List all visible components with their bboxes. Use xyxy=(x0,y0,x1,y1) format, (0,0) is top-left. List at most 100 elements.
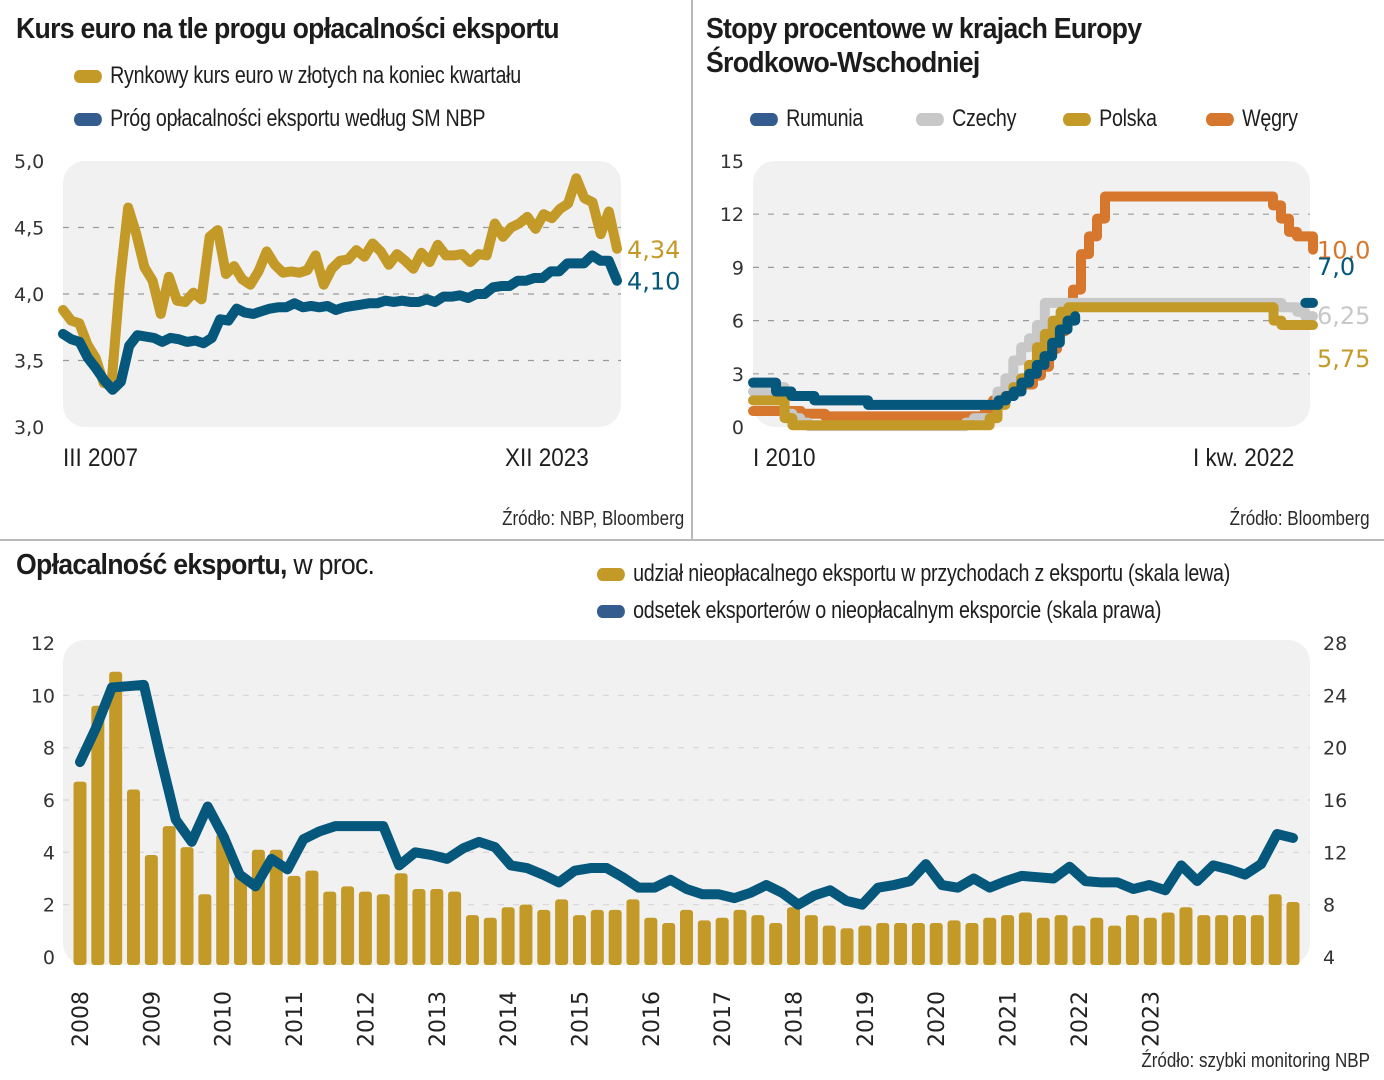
series-step-line-rumunia xyxy=(748,297,1318,410)
legend-swatch-blue xyxy=(74,112,102,126)
panel2-x-start-label: I 2010 xyxy=(753,444,816,472)
panel1-x-start-label: III 2007 xyxy=(63,444,139,472)
panel1-legend-item-euro: Rynkowy kurs euro w złotych na koniec kw… xyxy=(74,62,521,90)
y-tick-label: 9 xyxy=(732,257,744,279)
y-tick-label: 4,5 xyxy=(14,218,44,240)
x-tick-label: 2014 xyxy=(497,991,522,1047)
series-end-label: 7,0 xyxy=(1317,253,1355,281)
series-end-label: 4,34 xyxy=(627,236,680,264)
series-end-label: 5,75 xyxy=(1317,345,1370,373)
y-left-tick-label: 12 xyxy=(31,633,55,655)
y-left-tick-label: 0 xyxy=(43,947,55,969)
bar xyxy=(216,834,230,965)
bar xyxy=(501,907,515,965)
x-tick-label: 2018 xyxy=(783,991,808,1047)
series-line-exporters xyxy=(75,679,1298,910)
bar xyxy=(822,925,836,965)
y-tick-label: 6 xyxy=(732,311,744,333)
legend-label: Czechy xyxy=(952,105,1017,132)
y-right-tick-label: 16 xyxy=(1323,790,1347,812)
legend-swatch-blue xyxy=(597,604,625,618)
x-tick-label: 2021 xyxy=(997,991,1022,1047)
x-tick-label: 2023 xyxy=(1139,991,1164,1047)
y-tick-label: 5,0 xyxy=(14,151,44,173)
y-right-tick-label: 20 xyxy=(1323,738,1347,760)
bar xyxy=(198,894,212,965)
x-tick-label: 2015 xyxy=(568,991,593,1047)
panel3-legend-item-share: udział nieopłacalnego eksportu w przycho… xyxy=(597,560,1230,588)
bar xyxy=(1125,915,1139,965)
plot-background xyxy=(753,161,1310,427)
y-left-tick-label: 6 xyxy=(43,790,55,812)
x-tick-label: 2011 xyxy=(283,991,308,1047)
series-end-label: 4,10 xyxy=(627,268,680,296)
x-tick-label: 2009 xyxy=(140,991,165,1047)
legend-swatch-orange xyxy=(1206,112,1234,126)
bar xyxy=(162,826,176,965)
bar xyxy=(127,789,141,965)
bar xyxy=(269,849,283,965)
panel3-title: Opłacalność eksportu, w proc. xyxy=(16,548,375,582)
bar xyxy=(109,671,123,965)
y-tick-label: 3,0 xyxy=(14,417,44,439)
y-right-tick-label: 24 xyxy=(1323,685,1347,707)
bar xyxy=(751,915,765,965)
bar xyxy=(1143,917,1157,965)
bar xyxy=(965,922,979,965)
bar xyxy=(1215,915,1229,965)
bar xyxy=(430,888,444,965)
plot-background xyxy=(63,161,621,427)
bar xyxy=(626,899,640,965)
legend-swatch-grey xyxy=(916,112,944,126)
legend-label: Rynkowy kurs euro w złotych na koniec kw… xyxy=(110,62,521,89)
legend-swatch-gold xyxy=(1063,112,1091,126)
bar xyxy=(733,909,747,965)
panel2-x-end-label: I kw. 2022 xyxy=(1193,444,1295,472)
y-tick-label: 3 xyxy=(732,364,744,386)
bar xyxy=(804,915,818,965)
bar xyxy=(947,920,961,965)
x-tick-label: 2022 xyxy=(1068,991,1093,1047)
x-tick-label: 2012 xyxy=(354,991,379,1047)
bar xyxy=(465,915,479,965)
bar xyxy=(1286,902,1300,965)
bar xyxy=(644,917,658,965)
bar xyxy=(840,928,854,965)
panel2-title-line1: Stopy procentowe w krajach Europy xyxy=(706,13,1142,45)
panel2-legend-item-hungary: Węgry xyxy=(1206,105,1298,133)
bar xyxy=(1090,917,1104,965)
panel2-legend-item-czechia: Czechy xyxy=(916,105,1016,133)
y-right-tick-label: 4 xyxy=(1323,947,1335,969)
series-step-line-polska xyxy=(748,302,1318,431)
bar xyxy=(680,909,693,965)
y-tick-label: 0 xyxy=(732,417,744,439)
bar xyxy=(572,915,586,965)
legend-swatch-gold xyxy=(74,69,102,83)
y-left-tick-label: 2 xyxy=(43,895,55,917)
y-tick-label: 12 xyxy=(720,204,744,226)
legend-label: udział nieopłacalnego eksportu w przycho… xyxy=(633,560,1231,587)
bar xyxy=(555,899,569,965)
bar xyxy=(715,917,729,965)
y-tick-label: 3,5 xyxy=(14,351,44,373)
bar xyxy=(1001,915,1015,965)
x-tick-label: 2016 xyxy=(640,991,665,1047)
bar xyxy=(305,870,319,965)
legend-label: Polska xyxy=(1099,105,1157,132)
bar xyxy=(394,873,408,965)
bar xyxy=(1054,915,1068,965)
legend-label: odsetek eksporterów o nieopłacalnym eksp… xyxy=(633,597,1162,624)
bar xyxy=(662,922,676,965)
panel3-source: Źródło: szybki monitoring NBP xyxy=(1141,1050,1370,1072)
bar xyxy=(929,922,943,965)
panel3-title-bold: Opłacalność eksportu, xyxy=(16,549,287,581)
bar xyxy=(412,888,426,965)
bar xyxy=(1268,894,1282,965)
panel2-legend-item-romania: Rumunia xyxy=(750,105,863,133)
y-left-tick-label: 4 xyxy=(43,842,55,864)
bar xyxy=(341,886,355,965)
x-tick-label: 2010 xyxy=(212,991,237,1047)
panel2-legend-item-poland: Polska xyxy=(1063,105,1157,133)
bar xyxy=(697,920,711,965)
bar xyxy=(911,922,925,965)
